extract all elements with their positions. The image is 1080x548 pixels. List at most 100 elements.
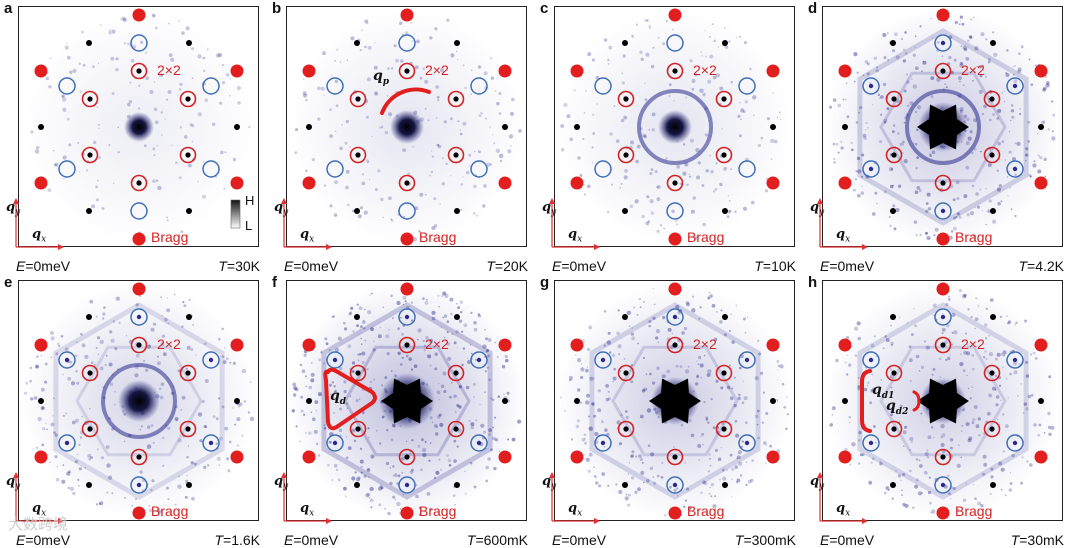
ring-blue — [862, 77, 880, 95]
central-core — [390, 110, 424, 144]
peak-blue — [1012, 83, 1018, 89]
axis-arrows — [281, 198, 332, 250]
outer-peak — [1038, 124, 1044, 130]
ring-2x2 — [983, 364, 1001, 382]
ring-blue — [202, 160, 220, 178]
outer-peak — [86, 40, 92, 46]
ring-blue — [666, 202, 684, 220]
outer-peak — [622, 482, 628, 488]
outer-peak — [770, 398, 776, 404]
ring-2x2 — [349, 420, 367, 438]
bragg-peak — [400, 506, 414, 520]
outer-peak — [306, 398, 312, 404]
peak-2x2 — [623, 152, 629, 158]
ring-2x2 — [81, 146, 99, 164]
axis-label-qy: qy — [542, 200, 557, 218]
axis-label-qy: qy — [6, 200, 21, 218]
hex-web — [321, 302, 493, 500]
ring-2x2 — [349, 364, 367, 382]
outer-peak — [574, 124, 580, 130]
peak-2x2 — [404, 454, 410, 460]
peak-blue — [940, 314, 946, 320]
speckle-texture — [829, 11, 1056, 240]
label-bragg: Bragg — [955, 229, 993, 245]
axis-label-qx: qx — [568, 227, 583, 245]
bragg-peak — [1034, 450, 1048, 464]
peak-2x2 — [185, 426, 191, 432]
peak-blue — [1012, 440, 1018, 446]
ring-2x2 — [885, 420, 903, 438]
peak-blue — [940, 208, 946, 214]
peak-2x2 — [940, 68, 946, 74]
bragg-peak — [400, 8, 414, 22]
ring-blue — [666, 308, 684, 326]
panel-letter: c — [540, 0, 549, 17]
bragg-peak — [132, 506, 146, 520]
bragg-peak — [766, 450, 780, 464]
ring-blue — [738, 434, 756, 452]
outer-peak — [186, 314, 192, 320]
bragg-peak — [230, 176, 244, 190]
ring-blue — [862, 351, 880, 369]
outer-peak — [622, 314, 628, 320]
peak-blue — [1012, 357, 1018, 363]
speckle-texture — [294, 18, 522, 242]
peak-2x2 — [355, 370, 361, 376]
bragg-peak — [498, 64, 512, 78]
ring-blue — [398, 308, 416, 326]
peak-blue — [64, 357, 70, 363]
bragg-peak — [230, 450, 244, 464]
peak-blue — [136, 482, 142, 488]
outer-peak — [722, 314, 728, 320]
speckle-texture — [560, 19, 782, 240]
outer-peak — [38, 124, 44, 130]
bragg-peak — [570, 64, 584, 78]
bragg-peak — [302, 338, 316, 352]
ring-blue — [934, 308, 952, 326]
ring-blue — [934, 202, 952, 220]
outer-peak — [306, 124, 312, 130]
outer-peak — [890, 40, 896, 46]
ring-2x2 — [349, 90, 367, 108]
watermark-text: 大数跨境 — [8, 515, 69, 533]
outer-peak — [38, 398, 44, 404]
ring-blue — [738, 160, 756, 178]
central-core — [118, 380, 160, 422]
axis-label-qy: qy — [810, 474, 825, 492]
peak-2x2 — [355, 96, 361, 102]
ring-blue — [326, 160, 344, 178]
ring-2x2 — [130, 62, 148, 80]
q-label: qd1 — [872, 382, 895, 401]
outer-peak — [990, 482, 996, 488]
ring-2x2 — [130, 174, 148, 192]
axis-arrows — [13, 472, 64, 524]
peak-2x2 — [623, 370, 629, 376]
bragg-peak — [1034, 338, 1048, 352]
peak-2x2 — [453, 370, 459, 376]
bragg-peak — [132, 8, 146, 22]
ring-blue — [58, 160, 76, 178]
axis-label-qx: qx — [32, 501, 47, 519]
peak-blue — [332, 357, 338, 363]
ring-2x2 — [447, 420, 465, 438]
ring-2x2 — [81, 90, 99, 108]
axis-arrows — [817, 198, 868, 250]
bragg-peak — [498, 450, 512, 464]
outer-peak — [574, 398, 580, 404]
label-bragg: Bragg — [687, 229, 725, 245]
outer-peak — [890, 314, 896, 320]
label-2x2: 2×2 — [425, 336, 449, 352]
ring-blue — [594, 160, 612, 178]
bragg-peak — [1034, 176, 1048, 190]
label-bragg: Bragg — [151, 503, 189, 519]
label-bragg: Bragg — [955, 503, 993, 519]
ring-2x2 — [617, 364, 635, 382]
peak-blue — [136, 314, 142, 320]
peak-2x2 — [721, 152, 727, 158]
peak-2x2 — [891, 152, 897, 158]
outer-peak — [86, 208, 92, 214]
peak-blue — [64, 440, 70, 446]
ring-blue — [130, 202, 148, 220]
label-2x2: 2×2 — [961, 62, 985, 78]
peak-2x2 — [721, 426, 727, 432]
